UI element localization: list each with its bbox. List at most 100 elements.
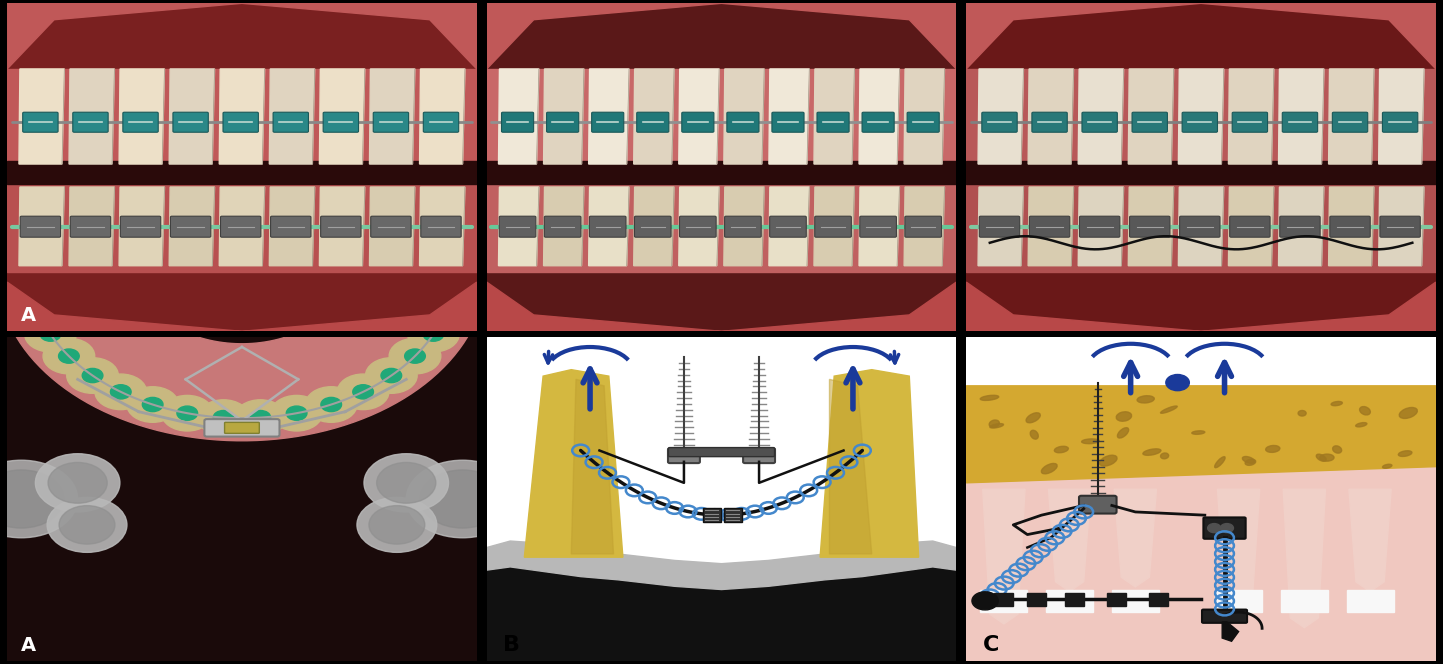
- Polygon shape: [1378, 187, 1424, 266]
- FancyBboxPatch shape: [769, 216, 807, 237]
- Polygon shape: [486, 184, 957, 272]
- FancyBboxPatch shape: [1332, 112, 1368, 132]
- Ellipse shape: [1030, 430, 1039, 439]
- Bar: [1027, 593, 1046, 606]
- Circle shape: [177, 406, 198, 420]
- Polygon shape: [1278, 187, 1323, 266]
- FancyBboxPatch shape: [680, 216, 716, 237]
- Polygon shape: [589, 187, 629, 266]
- FancyBboxPatch shape: [23, 112, 58, 132]
- FancyBboxPatch shape: [20, 216, 61, 237]
- FancyBboxPatch shape: [727, 112, 759, 132]
- Polygon shape: [1179, 187, 1224, 266]
- FancyBboxPatch shape: [589, 216, 626, 237]
- Polygon shape: [1029, 187, 1074, 266]
- Polygon shape: [219, 187, 264, 266]
- FancyBboxPatch shape: [724, 508, 742, 523]
- Ellipse shape: [1320, 454, 1333, 461]
- Polygon shape: [978, 187, 1023, 266]
- FancyBboxPatch shape: [1280, 216, 1320, 237]
- FancyBboxPatch shape: [271, 216, 310, 237]
- Ellipse shape: [1266, 446, 1280, 452]
- Polygon shape: [769, 187, 810, 266]
- FancyBboxPatch shape: [1380, 216, 1420, 237]
- Polygon shape: [678, 187, 719, 266]
- Ellipse shape: [990, 420, 1000, 428]
- Circle shape: [214, 410, 234, 425]
- FancyBboxPatch shape: [547, 112, 579, 132]
- Circle shape: [407, 316, 459, 352]
- Circle shape: [198, 400, 250, 436]
- Polygon shape: [524, 370, 623, 557]
- Circle shape: [352, 384, 374, 399]
- Polygon shape: [724, 187, 765, 266]
- Text: B: B: [504, 635, 521, 655]
- Polygon shape: [1228, 187, 1274, 266]
- Circle shape: [365, 358, 417, 393]
- FancyBboxPatch shape: [1079, 496, 1117, 513]
- FancyBboxPatch shape: [374, 112, 408, 132]
- FancyBboxPatch shape: [703, 508, 720, 523]
- FancyBboxPatch shape: [636, 112, 668, 132]
- Circle shape: [390, 339, 440, 374]
- Polygon shape: [1329, 69, 1374, 164]
- Polygon shape: [420, 69, 465, 164]
- Ellipse shape: [1398, 451, 1411, 456]
- Circle shape: [66, 358, 118, 393]
- Polygon shape: [486, 282, 957, 331]
- Polygon shape: [678, 69, 719, 164]
- Polygon shape: [1078, 187, 1124, 266]
- Ellipse shape: [1117, 428, 1128, 438]
- Circle shape: [0, 460, 78, 538]
- Ellipse shape: [1400, 408, 1417, 418]
- FancyBboxPatch shape: [1232, 112, 1267, 132]
- FancyBboxPatch shape: [860, 216, 896, 237]
- Circle shape: [59, 505, 115, 544]
- Ellipse shape: [1055, 446, 1068, 453]
- FancyBboxPatch shape: [205, 419, 280, 437]
- Ellipse shape: [1299, 410, 1306, 416]
- Ellipse shape: [1082, 439, 1100, 444]
- Circle shape: [381, 369, 401, 382]
- Circle shape: [111, 384, 131, 399]
- Polygon shape: [7, 69, 476, 161]
- Polygon shape: [319, 69, 365, 164]
- Circle shape: [338, 374, 390, 410]
- Polygon shape: [139, 263, 345, 297]
- Polygon shape: [1046, 590, 1094, 612]
- Polygon shape: [319, 187, 365, 266]
- Polygon shape: [905, 187, 945, 266]
- FancyBboxPatch shape: [861, 112, 895, 132]
- Ellipse shape: [1026, 413, 1040, 423]
- FancyBboxPatch shape: [1032, 112, 1068, 132]
- Circle shape: [286, 406, 307, 420]
- Circle shape: [404, 349, 426, 363]
- FancyBboxPatch shape: [1283, 112, 1317, 132]
- FancyBboxPatch shape: [224, 112, 258, 132]
- Polygon shape: [967, 3, 1436, 331]
- Polygon shape: [486, 567, 957, 661]
- Ellipse shape: [1215, 457, 1225, 467]
- FancyBboxPatch shape: [1382, 112, 1418, 132]
- FancyBboxPatch shape: [743, 448, 775, 463]
- Polygon shape: [486, 161, 957, 184]
- FancyBboxPatch shape: [371, 216, 411, 237]
- FancyBboxPatch shape: [772, 112, 804, 132]
- Polygon shape: [120, 187, 165, 266]
- Bar: [994, 593, 1013, 606]
- Polygon shape: [544, 69, 584, 164]
- Polygon shape: [7, 282, 476, 331]
- Polygon shape: [967, 184, 1436, 272]
- Polygon shape: [724, 69, 765, 164]
- FancyBboxPatch shape: [544, 216, 582, 237]
- Circle shape: [364, 454, 449, 512]
- Circle shape: [235, 400, 286, 436]
- FancyBboxPatch shape: [905, 216, 941, 237]
- Circle shape: [420, 470, 505, 528]
- FancyBboxPatch shape: [1079, 216, 1120, 237]
- Ellipse shape: [1330, 402, 1342, 406]
- Ellipse shape: [1137, 396, 1154, 403]
- Polygon shape: [544, 187, 584, 266]
- Polygon shape: [486, 337, 957, 661]
- FancyBboxPatch shape: [817, 112, 848, 132]
